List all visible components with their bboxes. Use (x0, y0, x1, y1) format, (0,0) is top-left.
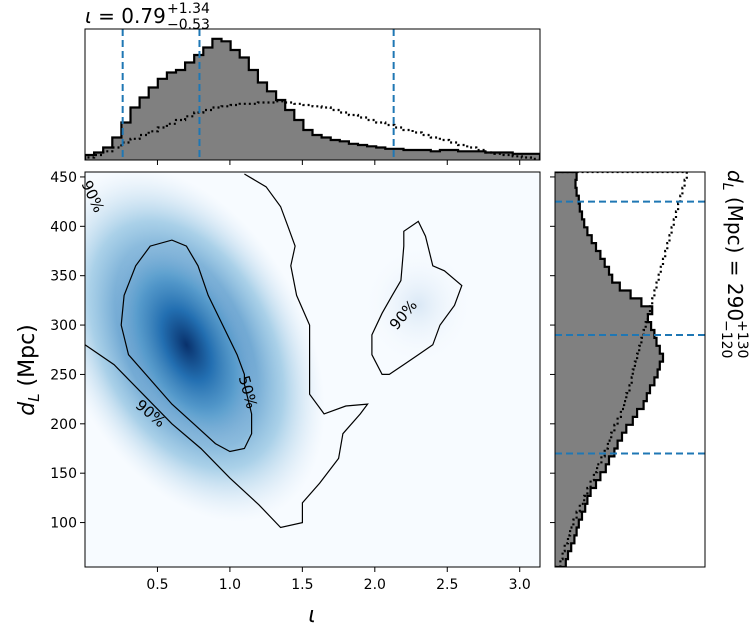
right-panel-ticks (550, 176, 555, 524)
y-tick-label: 300 (50, 318, 77, 334)
contour-90-island (371, 220, 463, 375)
y-tick-label: 200 (50, 417, 77, 433)
dl-posterior-hist (555, 172, 665, 567)
svg-text:+1.34: +1.34 (167, 1, 210, 17)
top-panel-frame (84, 28, 541, 161)
density-secondary (363, 245, 474, 366)
right-panel-frame (554, 171, 706, 568)
x-tick-label: 2.5 (436, 577, 458, 593)
contour-90-main (85, 173, 369, 529)
x-tick-label: 0.5 (146, 577, 168, 593)
svg-text:ι = 0.79: ι = 0.79 (85, 4, 166, 28)
y-tick-label: 350 (50, 269, 77, 285)
contour-50 (120, 239, 253, 453)
svg-text:−120: −120 (718, 320, 734, 358)
credible-contours (85, 173, 463, 529)
y-tick-label: 150 (50, 466, 77, 482)
svg-text:dL (Mpc) = 290: dL (Mpc) = 290 (719, 170, 747, 321)
main-panel-frame (84, 171, 541, 568)
dl-prior-hist (555, 172, 688, 567)
y-tick-label: 100 (50, 516, 77, 532)
top-panel-ticks (156, 160, 521, 165)
iota-posterior-hist (85, 37, 540, 160)
density-peak (114, 241, 258, 448)
y-tick-label: 400 (50, 219, 77, 235)
y-tick-label: 450 (50, 170, 77, 186)
x-tick-label: 2.0 (364, 577, 386, 593)
svg-text:−0.53: −0.53 (167, 17, 210, 33)
x-axis-ticks: 0.5 1.0 1.5 2.0 2.5 3.0 (146, 567, 531, 593)
dl-title: dL (Mpc) = 290 +130 −120 (718, 170, 750, 358)
x-axis-label: ι (308, 603, 315, 628)
svg-text:+130: +130 (734, 320, 750, 358)
iota-prior-hist (85, 100, 540, 160)
x-tick-label: 1.5 (291, 577, 313, 593)
y-axis-label: dL (Mpc) (15, 324, 43, 416)
iota-title: ι = 0.79 +1.34 −0.53 (85, 1, 210, 33)
dl-histogram (555, 172, 705, 567)
svg-text:dL (Mpc): dL (Mpc) (15, 324, 43, 416)
x-tick-label: 3.0 (509, 577, 531, 593)
x-tick-label: 1.0 (219, 577, 241, 593)
density-map (85, 172, 474, 522)
y-axis-ticks: 100 150 200 250 300 350 400 450 (50, 170, 85, 532)
iota-histogram (85, 29, 540, 160)
y-tick-label: 250 (50, 367, 77, 383)
